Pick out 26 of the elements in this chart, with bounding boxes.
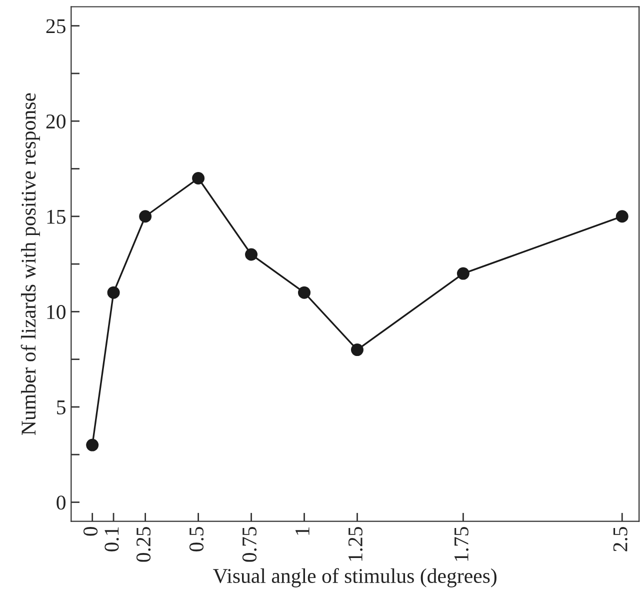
x-tick-label: 0.1 bbox=[104, 527, 119, 552]
point bbox=[192, 172, 205, 185]
x-tick-label: 1.25 bbox=[348, 526, 363, 561]
y-tick-label: 0 bbox=[56, 496, 66, 510]
y-tick-label: 20 bbox=[46, 114, 66, 129]
x-tick-label: 0.75 bbox=[242, 526, 257, 562]
y-tick-label: 25 bbox=[46, 19, 66, 34]
x-axis-title: Visual angle of stimulus (degrees) bbox=[213, 568, 496, 588]
y-tick-label: 5 bbox=[57, 400, 66, 414]
x-tick-label: 1.75 bbox=[454, 526, 468, 561]
point bbox=[245, 248, 258, 261]
x-tick-label: 2.5 bbox=[613, 526, 628, 552]
point bbox=[107, 286, 120, 299]
x-tick-label: 1 bbox=[296, 527, 310, 535]
x-tick-label: 0.25 bbox=[136, 526, 151, 562]
point bbox=[456, 267, 470, 280]
y-tick-label: 15 bbox=[47, 210, 66, 224]
point bbox=[616, 210, 628, 223]
point bbox=[86, 438, 99, 452]
x-tick-label: 0 bbox=[84, 526, 98, 536]
y-axis-title: Number of lizards with positive response bbox=[20, 93, 40, 435]
point bbox=[298, 286, 311, 299]
y-tick-label: 10 bbox=[47, 305, 66, 320]
point bbox=[139, 210, 152, 223]
x-tick-label: 0.5 bbox=[189, 526, 204, 552]
point bbox=[350, 344, 364, 356]
